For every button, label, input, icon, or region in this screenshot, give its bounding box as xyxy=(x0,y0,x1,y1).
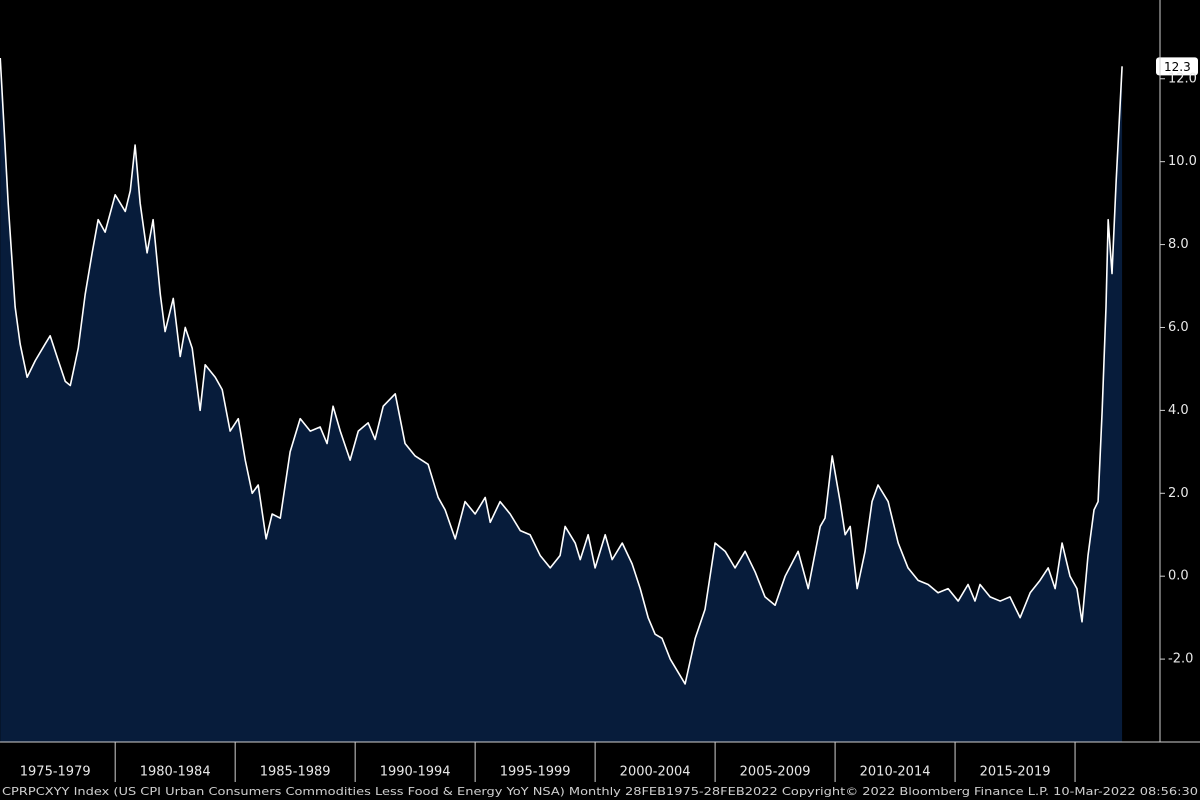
x-tick-label: 2005-2009 xyxy=(740,765,811,780)
x-tick-label: 1975-1979 xyxy=(20,765,91,780)
x-tick-label: 1990-1994 xyxy=(380,765,451,780)
area-fill xyxy=(0,58,1123,742)
y-tick-label: -2.0 xyxy=(1168,652,1193,667)
x-tick-label: 2010-2014 xyxy=(860,765,931,780)
footer: CPRPCXYY Index (US CPI Urban Consumers C… xyxy=(2,786,1198,798)
y-tick-label: 6.0 xyxy=(1168,320,1189,335)
x-tick-label: 2000-2004 xyxy=(620,765,691,780)
y-tick-label: 10.0 xyxy=(1168,154,1197,169)
y-tick-label: 0.0 xyxy=(1168,569,1189,584)
y-tick-label: 2.0 xyxy=(1168,486,1189,501)
x-tick-label: 2015-2019 xyxy=(980,765,1051,780)
y-tick-label: 8.0 xyxy=(1168,237,1189,252)
last-value-box xyxy=(1156,57,1198,76)
x-tick-label: 1995-1999 xyxy=(500,765,571,780)
y-tick-label: 12.0 xyxy=(1168,71,1197,86)
y-tick-label: 4.0 xyxy=(1168,403,1189,418)
line xyxy=(0,57,1123,685)
last-value-label: 12.3 xyxy=(1164,60,1191,74)
x-tick-label: 1980-1984 xyxy=(140,765,211,780)
x-tick-label: 1985-1989 xyxy=(260,765,331,780)
